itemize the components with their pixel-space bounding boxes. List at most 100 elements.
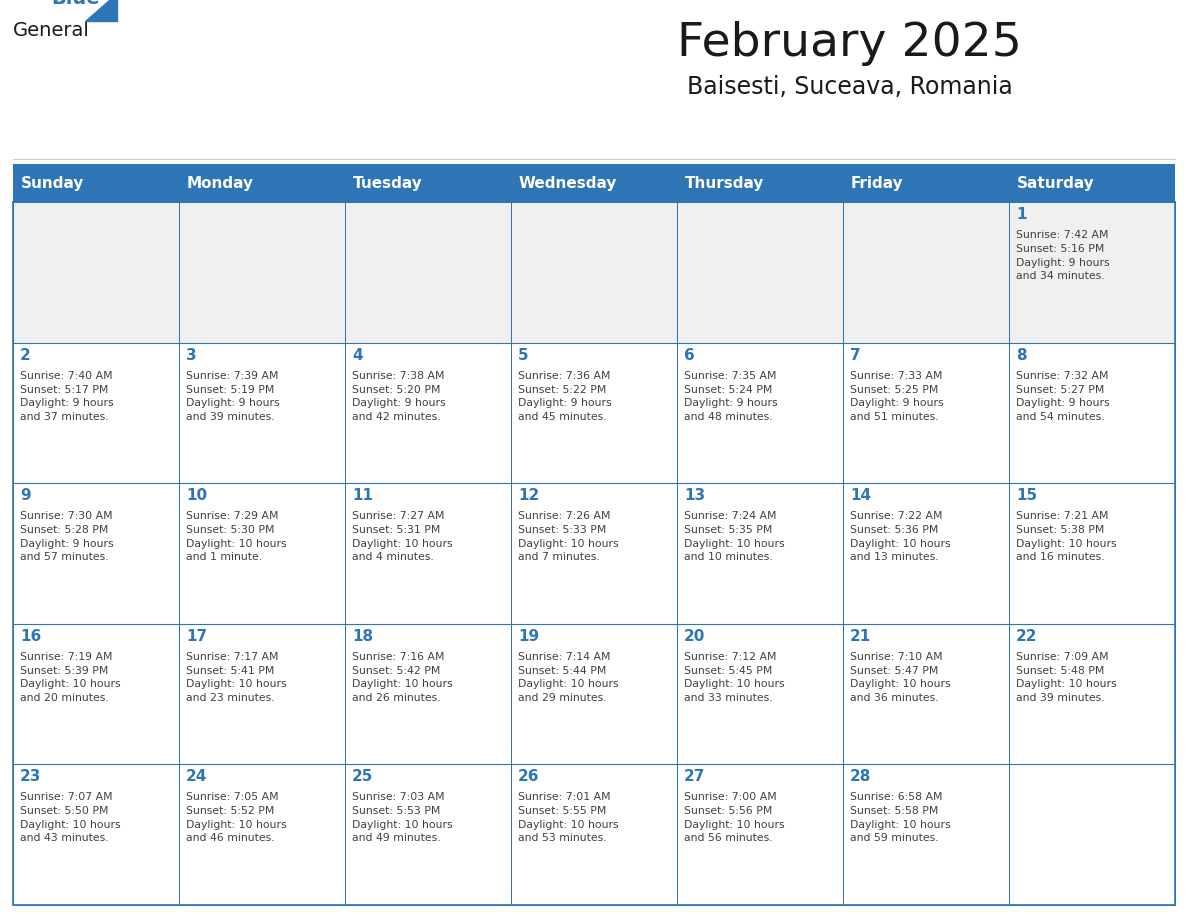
Text: 5: 5 bbox=[518, 348, 529, 363]
Text: 8: 8 bbox=[1016, 348, 1026, 363]
Text: Sunrise: 7:36 AM
Sunset: 5:22 PM
Daylight: 9 hours
and 45 minutes.: Sunrise: 7:36 AM Sunset: 5:22 PM Dayligh… bbox=[518, 371, 612, 421]
Text: 18: 18 bbox=[352, 629, 373, 644]
Text: Wednesday: Wednesday bbox=[519, 176, 618, 191]
Text: 27: 27 bbox=[684, 769, 706, 785]
Text: Sunrise: 7:00 AM
Sunset: 5:56 PM
Daylight: 10 hours
and 56 minutes.: Sunrise: 7:00 AM Sunset: 5:56 PM Dayligh… bbox=[684, 792, 784, 844]
Bar bbox=[179, 624, 345, 765]
Text: Sunrise: 7:29 AM
Sunset: 5:30 PM
Daylight: 10 hours
and 1 minute.: Sunrise: 7:29 AM Sunset: 5:30 PM Dayligh… bbox=[187, 511, 286, 563]
Bar bbox=[843, 484, 1009, 624]
Bar bbox=[13, 765, 179, 905]
Text: Sunrise: 7:19 AM
Sunset: 5:39 PM
Daylight: 10 hours
and 20 minutes.: Sunrise: 7:19 AM Sunset: 5:39 PM Dayligh… bbox=[20, 652, 121, 703]
Bar bbox=[511, 203, 677, 343]
Text: 23: 23 bbox=[20, 769, 42, 785]
Bar bbox=[345, 343, 511, 484]
Text: Monday: Monday bbox=[187, 176, 254, 191]
Bar bbox=[13, 343, 1175, 484]
Text: 3: 3 bbox=[187, 348, 197, 363]
Text: Sunrise: 7:09 AM
Sunset: 5:48 PM
Daylight: 10 hours
and 39 minutes.: Sunrise: 7:09 AM Sunset: 5:48 PM Dayligh… bbox=[1016, 652, 1117, 703]
Bar bbox=[1009, 203, 1175, 343]
Bar bbox=[345, 624, 511, 765]
Text: 14: 14 bbox=[849, 488, 871, 503]
Text: Thursday: Thursday bbox=[685, 176, 764, 191]
Text: 25: 25 bbox=[352, 769, 373, 785]
Text: General: General bbox=[13, 21, 90, 40]
Bar bbox=[1009, 343, 1175, 484]
Bar bbox=[179, 765, 345, 905]
Bar bbox=[511, 624, 677, 765]
Bar bbox=[13, 624, 1175, 765]
Bar bbox=[345, 484, 511, 624]
Text: February 2025: February 2025 bbox=[677, 21, 1022, 66]
Text: 10: 10 bbox=[187, 488, 207, 503]
Text: 4: 4 bbox=[352, 348, 362, 363]
Text: 13: 13 bbox=[684, 488, 706, 503]
Text: Sunrise: 7:32 AM
Sunset: 5:27 PM
Daylight: 9 hours
and 54 minutes.: Sunrise: 7:32 AM Sunset: 5:27 PM Dayligh… bbox=[1016, 371, 1110, 421]
Text: Sunrise: 7:10 AM
Sunset: 5:47 PM
Daylight: 10 hours
and 36 minutes.: Sunrise: 7:10 AM Sunset: 5:47 PM Dayligh… bbox=[849, 652, 950, 703]
Text: Sunday: Sunday bbox=[21, 176, 84, 191]
Text: Sunrise: 7:27 AM
Sunset: 5:31 PM
Daylight: 10 hours
and 4 minutes.: Sunrise: 7:27 AM Sunset: 5:31 PM Dayligh… bbox=[352, 511, 453, 563]
Bar bbox=[677, 765, 843, 905]
Text: 2: 2 bbox=[20, 348, 31, 363]
Bar bbox=[677, 484, 843, 624]
Bar bbox=[843, 624, 1009, 765]
Text: Sunrise: 7:24 AM
Sunset: 5:35 PM
Daylight: 10 hours
and 10 minutes.: Sunrise: 7:24 AM Sunset: 5:35 PM Dayligh… bbox=[684, 511, 784, 563]
Bar bbox=[179, 343, 345, 484]
Text: Sunrise: 7:39 AM
Sunset: 5:19 PM
Daylight: 9 hours
and 39 minutes.: Sunrise: 7:39 AM Sunset: 5:19 PM Dayligh… bbox=[187, 371, 279, 421]
Text: 6: 6 bbox=[684, 348, 695, 363]
Text: Blue: Blue bbox=[51, 0, 100, 8]
Bar bbox=[13, 484, 179, 624]
Text: Tuesday: Tuesday bbox=[353, 176, 423, 191]
Text: 1: 1 bbox=[1016, 207, 1026, 222]
Polygon shape bbox=[86, 0, 116, 21]
Text: 11: 11 bbox=[352, 488, 373, 503]
Text: Sunrise: 7:35 AM
Sunset: 5:24 PM
Daylight: 9 hours
and 48 minutes.: Sunrise: 7:35 AM Sunset: 5:24 PM Dayligh… bbox=[684, 371, 778, 421]
Bar bbox=[511, 343, 677, 484]
Text: Sunrise: 7:30 AM
Sunset: 5:28 PM
Daylight: 9 hours
and 57 minutes.: Sunrise: 7:30 AM Sunset: 5:28 PM Dayligh… bbox=[20, 511, 114, 563]
Bar bbox=[13, 203, 1175, 905]
Bar bbox=[345, 765, 511, 905]
Text: Sunrise: 7:17 AM
Sunset: 5:41 PM
Daylight: 10 hours
and 23 minutes.: Sunrise: 7:17 AM Sunset: 5:41 PM Dayligh… bbox=[187, 652, 286, 703]
Text: 9: 9 bbox=[20, 488, 31, 503]
Bar bbox=[677, 343, 843, 484]
Bar bbox=[13, 343, 179, 484]
Text: Sunrise: 7:26 AM
Sunset: 5:33 PM
Daylight: 10 hours
and 7 minutes.: Sunrise: 7:26 AM Sunset: 5:33 PM Dayligh… bbox=[518, 511, 619, 563]
Text: Friday: Friday bbox=[851, 176, 904, 191]
Text: 7: 7 bbox=[849, 348, 860, 363]
Text: Sunrise: 7:07 AM
Sunset: 5:50 PM
Daylight: 10 hours
and 43 minutes.: Sunrise: 7:07 AM Sunset: 5:50 PM Dayligh… bbox=[20, 792, 121, 844]
Text: Sunrise: 7:40 AM
Sunset: 5:17 PM
Daylight: 9 hours
and 37 minutes.: Sunrise: 7:40 AM Sunset: 5:17 PM Dayligh… bbox=[20, 371, 114, 421]
Bar bbox=[13, 765, 1175, 905]
Bar bbox=[1009, 624, 1175, 765]
Text: 28: 28 bbox=[849, 769, 871, 785]
Bar bbox=[843, 203, 1009, 343]
Text: Baisesti, Suceava, Romania: Baisesti, Suceava, Romania bbox=[687, 75, 1012, 99]
Bar bbox=[179, 203, 345, 343]
Text: Sunrise: 6:58 AM
Sunset: 5:58 PM
Daylight: 10 hours
and 59 minutes.: Sunrise: 6:58 AM Sunset: 5:58 PM Dayligh… bbox=[849, 792, 950, 844]
Bar bbox=[1009, 484, 1175, 624]
Bar bbox=[843, 343, 1009, 484]
Bar bbox=[843, 765, 1009, 905]
Bar bbox=[677, 203, 843, 343]
Text: Sunrise: 7:42 AM
Sunset: 5:16 PM
Daylight: 9 hours
and 34 minutes.: Sunrise: 7:42 AM Sunset: 5:16 PM Dayligh… bbox=[1016, 230, 1110, 281]
Text: 12: 12 bbox=[518, 488, 539, 503]
Text: Sunrise: 7:38 AM
Sunset: 5:20 PM
Daylight: 9 hours
and 42 minutes.: Sunrise: 7:38 AM Sunset: 5:20 PM Dayligh… bbox=[352, 371, 446, 421]
Bar bbox=[13, 624, 179, 765]
Bar bbox=[1009, 765, 1175, 905]
Bar bbox=[677, 624, 843, 765]
Bar bbox=[13, 203, 179, 343]
Text: 20: 20 bbox=[684, 629, 706, 644]
Text: Sunrise: 7:22 AM
Sunset: 5:36 PM
Daylight: 10 hours
and 13 minutes.: Sunrise: 7:22 AM Sunset: 5:36 PM Dayligh… bbox=[849, 511, 950, 563]
Text: Sunrise: 7:12 AM
Sunset: 5:45 PM
Daylight: 10 hours
and 33 minutes.: Sunrise: 7:12 AM Sunset: 5:45 PM Dayligh… bbox=[684, 652, 784, 703]
Bar bbox=[511, 765, 677, 905]
Bar bbox=[511, 484, 677, 624]
Text: 24: 24 bbox=[187, 769, 208, 785]
Text: Sunrise: 7:33 AM
Sunset: 5:25 PM
Daylight: 9 hours
and 51 minutes.: Sunrise: 7:33 AM Sunset: 5:25 PM Dayligh… bbox=[849, 371, 943, 421]
Bar bbox=[13, 203, 1175, 343]
Text: Sunrise: 7:05 AM
Sunset: 5:52 PM
Daylight: 10 hours
and 46 minutes.: Sunrise: 7:05 AM Sunset: 5:52 PM Dayligh… bbox=[187, 792, 286, 844]
Text: Sunrise: 7:16 AM
Sunset: 5:42 PM
Daylight: 10 hours
and 26 minutes.: Sunrise: 7:16 AM Sunset: 5:42 PM Dayligh… bbox=[352, 652, 453, 703]
Text: Sunrise: 7:03 AM
Sunset: 5:53 PM
Daylight: 10 hours
and 49 minutes.: Sunrise: 7:03 AM Sunset: 5:53 PM Dayligh… bbox=[352, 792, 453, 844]
Bar bbox=[13, 164, 1175, 203]
Text: 17: 17 bbox=[187, 629, 207, 644]
Text: 19: 19 bbox=[518, 629, 539, 644]
Text: 21: 21 bbox=[849, 629, 871, 644]
Text: Saturday: Saturday bbox=[1017, 176, 1095, 191]
